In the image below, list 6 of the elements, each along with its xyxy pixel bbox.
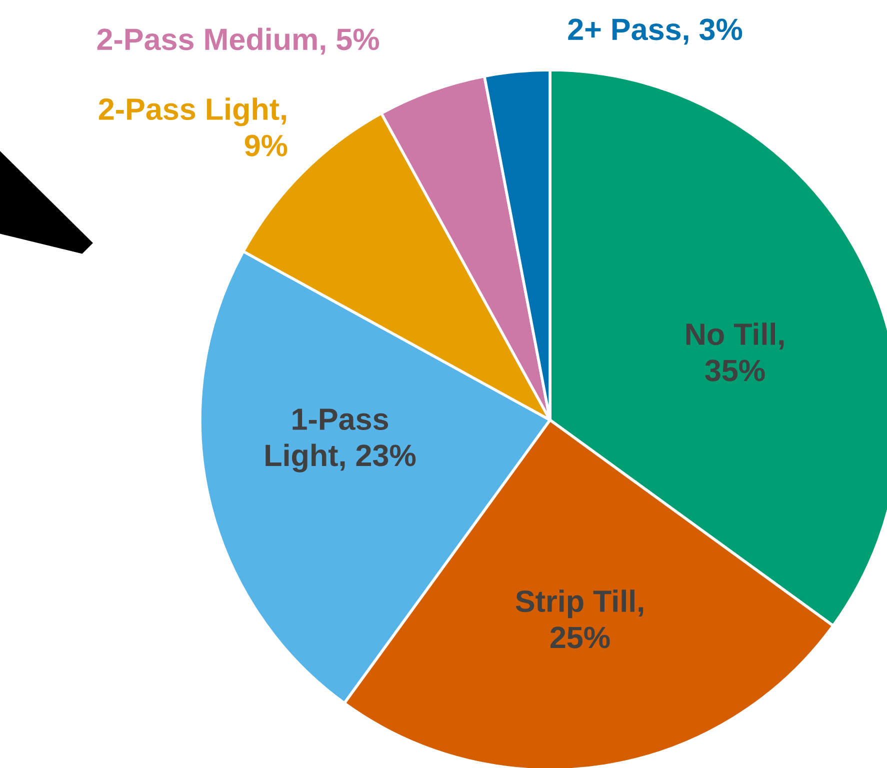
slice-label: No Till, 35% <box>686 322 784 382</box>
slice-label: 2-Pass Light, 9% <box>98 98 288 156</box>
slice-label: 2+ Pass, 3% <box>568 18 742 45</box>
slice-label: 1-Pass Light, 23% <box>266 408 416 472</box>
slice-label: Strip Till, 25% <box>516 590 644 648</box>
slice-label: 2-Pass Medium, 5% <box>97 28 379 55</box>
